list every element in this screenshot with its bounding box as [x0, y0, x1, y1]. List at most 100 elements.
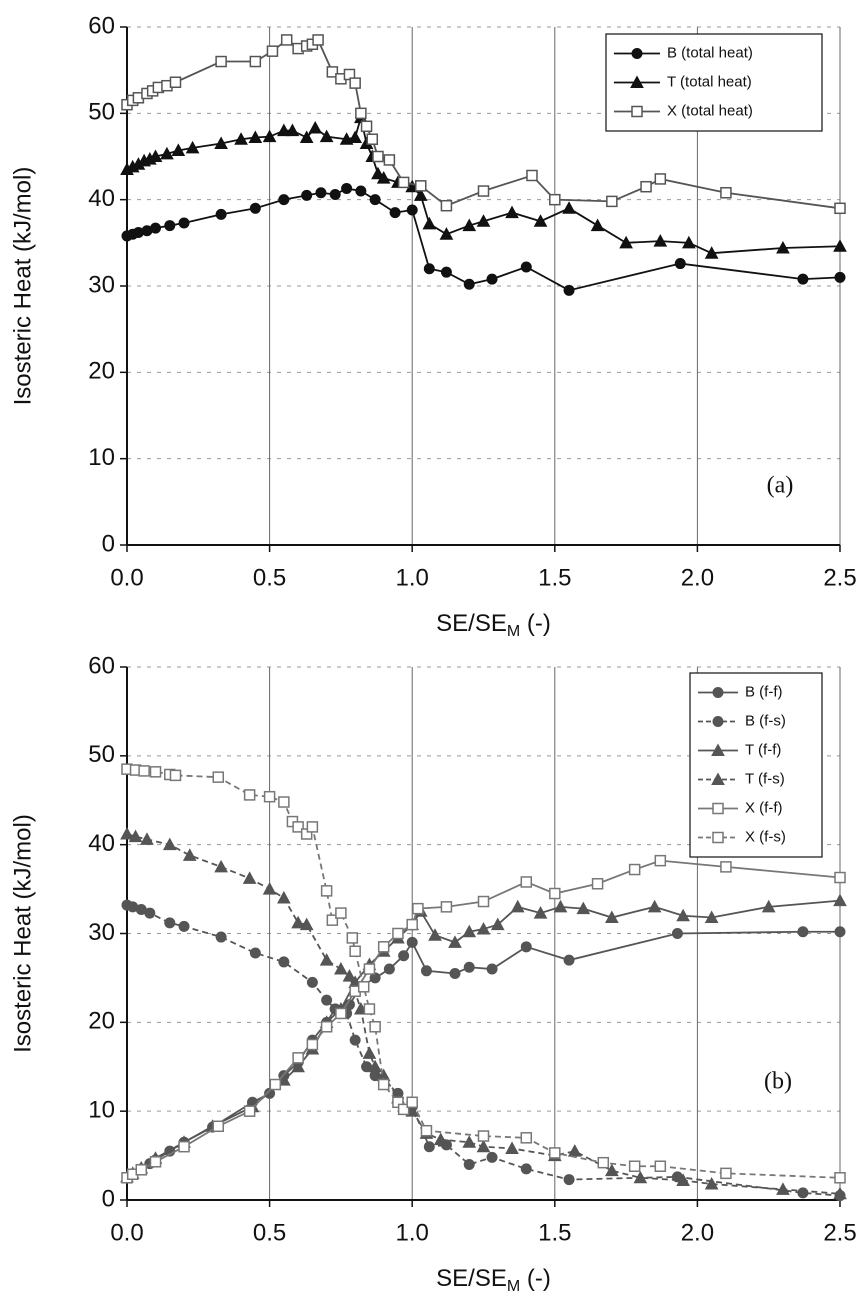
data-point: [834, 871, 846, 884]
legend-label: T (total heat): [667, 73, 752, 90]
data-point: [355, 107, 367, 120]
series-line: [126, 187, 841, 292]
data-point: [563, 1174, 575, 1186]
data-point: [299, 130, 314, 144]
data-point: [412, 902, 424, 915]
y-axis-label: Isosteric Heat (kJ/mol): [9, 167, 36, 406]
data-point: [291, 1059, 305, 1073]
data-point: [510, 899, 525, 913]
data-point: [278, 956, 290, 968]
data-point: [306, 976, 318, 988]
data-point: [262, 882, 277, 895]
data-point: [440, 266, 452, 278]
y-tick-label: 20: [88, 358, 115, 385]
annotation: (b): [764, 1069, 792, 1095]
data-point: [776, 1182, 790, 1195]
x-tick-label: 0.0: [110, 564, 143, 591]
data-point: [671, 928, 683, 939]
legend-label: T (f-f): [745, 741, 781, 758]
data-point: [369, 1021, 381, 1033]
data-point: [520, 261, 532, 273]
data-point: [389, 207, 401, 219]
x-axis-label-part: SE/SE: [436, 1265, 507, 1292]
y-tick-label: 10: [88, 1097, 115, 1124]
data-point: [376, 171, 391, 184]
y-tick-label: 20: [88, 1008, 115, 1035]
y-tick-label: 30: [88, 919, 115, 946]
data-point: [214, 136, 228, 150]
x-tick-label: 2.5: [823, 564, 856, 591]
data-point: [360, 120, 373, 133]
data-point: [242, 871, 257, 884]
data-point: [563, 284, 575, 296]
data-point: [720, 187, 732, 199]
data-point: [169, 76, 182, 89]
data-point: [619, 235, 633, 249]
data-point: [628, 863, 641, 876]
x-tick-label: 0.5: [253, 1219, 286, 1246]
data-point: [249, 947, 261, 959]
data-point: [428, 928, 442, 941]
data-point: [299, 917, 314, 931]
data-point: [349, 1034, 361, 1046]
data-point: [567, 1144, 582, 1157]
data-point: [462, 924, 477, 938]
data-point: [319, 129, 334, 143]
data-point: [834, 926, 846, 938]
data-point: [277, 890, 291, 904]
y-tick-label: 0: [102, 530, 115, 557]
data-point: [576, 901, 591, 915]
data-point: [369, 194, 381, 206]
data-point: [462, 1135, 477, 1148]
data-point: [413, 188, 428, 201]
data-point: [319, 953, 334, 966]
data-point: [676, 908, 690, 922]
y-tick-label: 40: [88, 830, 115, 857]
data-point: [448, 935, 462, 948]
data-point: [140, 832, 154, 845]
legend-label: X (f-f): [745, 799, 783, 816]
x-axis-label-part: (-): [520, 610, 551, 637]
data-point: [423, 263, 435, 275]
y-tick-label: 0: [102, 1185, 115, 1212]
data-point: [647, 899, 662, 913]
legend-marker: [631, 105, 643, 118]
data-point: [833, 239, 847, 252]
data-point: [476, 214, 491, 227]
data-point: [377, 941, 390, 953]
y-tick-label: 60: [88, 12, 115, 39]
data-point: [505, 205, 519, 219]
data-point: [549, 193, 561, 206]
legend-marker: [712, 802, 724, 815]
data-point: [335, 1007, 347, 1020]
data-point: [262, 129, 277, 143]
x-axis-label-part: M: [507, 623, 520, 640]
data-point: [406, 1096, 418, 1109]
data-point: [520, 876, 533, 888]
data-point: [440, 199, 453, 212]
legend-marker: [631, 48, 643, 59]
data-point: [214, 859, 228, 873]
data-point: [533, 906, 548, 919]
data-point: [150, 222, 162, 234]
legend-label: B (f-f): [745, 683, 783, 700]
data-point: [654, 173, 667, 185]
data-point: [654, 854, 667, 867]
data-point: [520, 1163, 532, 1175]
legend-label: X (f-s): [745, 828, 786, 845]
data-point: [329, 188, 341, 200]
data-point: [280, 34, 293, 46]
data-point: [526, 169, 538, 182]
y-tick-label: 40: [88, 185, 115, 212]
x-axis-label-part: (-): [520, 1265, 551, 1292]
data-point: [606, 195, 618, 208]
data-point: [653, 234, 668, 247]
data-point: [440, 901, 453, 913]
data-point: [248, 130, 263, 144]
data-point: [477, 895, 490, 908]
series-line: [126, 904, 841, 1197]
data-point: [682, 235, 696, 249]
x-tick-label: 0.0: [110, 1219, 143, 1246]
data-point: [162, 837, 177, 851]
data-point: [234, 132, 248, 145]
